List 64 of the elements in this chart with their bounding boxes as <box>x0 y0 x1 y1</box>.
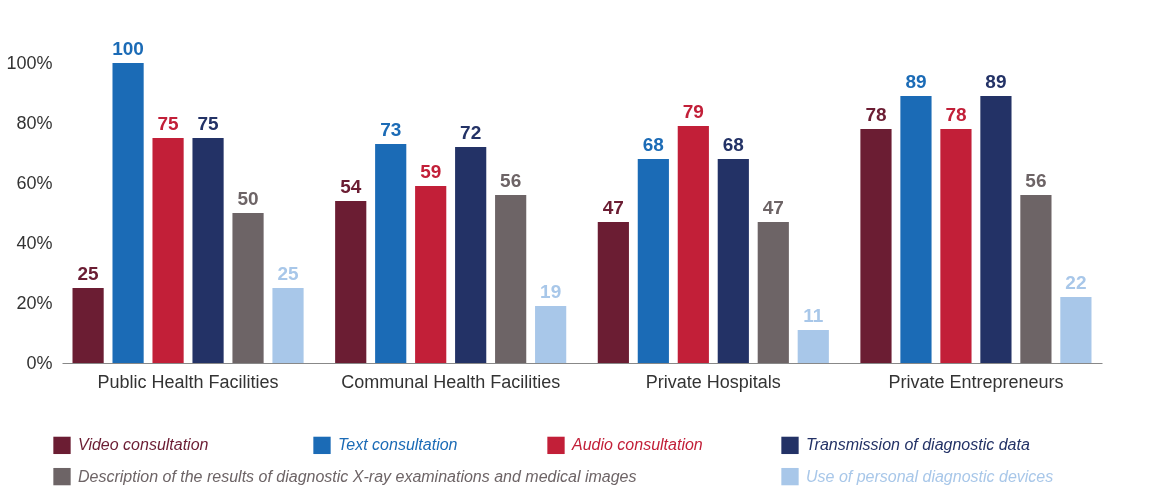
bar <box>152 138 184 363</box>
x-tick-label: Public Health Facilities <box>97 371 279 392</box>
bar <box>860 129 892 363</box>
bar <box>192 138 224 363</box>
bar <box>637 159 669 363</box>
legend-label: Text consultation <box>338 436 458 454</box>
bar <box>535 306 567 363</box>
y-tick-label: 80% <box>16 112 53 133</box>
bar <box>232 213 264 363</box>
bar <box>455 147 487 363</box>
bar <box>717 159 749 363</box>
data-label: 22 <box>1065 272 1087 293</box>
data-label: 56 <box>1025 170 1047 191</box>
legend-label: Description of the results of diagnostic X-ray examinations and medical images <box>78 467 637 485</box>
data-label: 56 <box>500 170 522 191</box>
y-tick-label: 20% <box>16 292 53 313</box>
data-label: 72 <box>460 122 482 143</box>
data-label: 47 <box>602 197 624 218</box>
bar <box>1020 195 1052 363</box>
data-label: 47 <box>762 197 784 218</box>
bar <box>797 330 829 363</box>
bar <box>940 129 972 363</box>
legend-label: Transmission of diagnostic data <box>806 436 1030 454</box>
x-tick-label: Communal Health Facilities <box>341 371 561 392</box>
data-label: 75 <box>197 113 220 134</box>
data-label: 11 <box>803 305 824 326</box>
legend-label: Video consultation <box>78 436 209 454</box>
bar <box>980 96 1012 363</box>
bar <box>415 186 447 363</box>
data-label: 75 <box>157 113 180 134</box>
data-label: 78 <box>945 104 967 125</box>
data-label: 54 <box>340 176 362 197</box>
data-label: 50 <box>237 188 259 209</box>
legend-label: Use of personal diagnostic devices <box>806 467 1054 485</box>
bar <box>495 195 527 363</box>
data-label: 25 <box>77 263 100 284</box>
bar <box>375 144 407 363</box>
bar <box>757 222 789 363</box>
bar <box>335 201 367 363</box>
y-tick-label: 0% <box>26 352 53 373</box>
data-label: 78 <box>865 104 887 125</box>
bar <box>72 288 104 363</box>
data-label: 79 <box>682 101 704 122</box>
data-label: 68 <box>642 134 664 155</box>
bar <box>1060 297 1092 363</box>
data-label: 25 <box>277 263 300 284</box>
bar <box>272 288 304 363</box>
y-tick-label: 60% <box>16 172 53 193</box>
data-label: 59 <box>420 161 442 182</box>
data-label: 100 <box>112 38 144 59</box>
legend-label: Audio consultation <box>571 436 703 454</box>
data-label: 89 <box>905 71 927 92</box>
bar <box>597 222 629 363</box>
bar <box>900 96 932 363</box>
data-label: 89 <box>985 71 1007 92</box>
data-label: 73 <box>380 119 402 140</box>
y-tick-label: 100% <box>6 52 53 73</box>
bar <box>677 126 709 363</box>
y-tick-label: 40% <box>16 232 53 253</box>
x-tick-label: Private Hospitals <box>645 371 781 392</box>
x-tick-label: Private Entrepreneurs <box>888 371 1064 392</box>
data-label: 19 <box>540 281 562 302</box>
bar <box>112 63 144 363</box>
data-label: 68 <box>722 134 744 155</box>
